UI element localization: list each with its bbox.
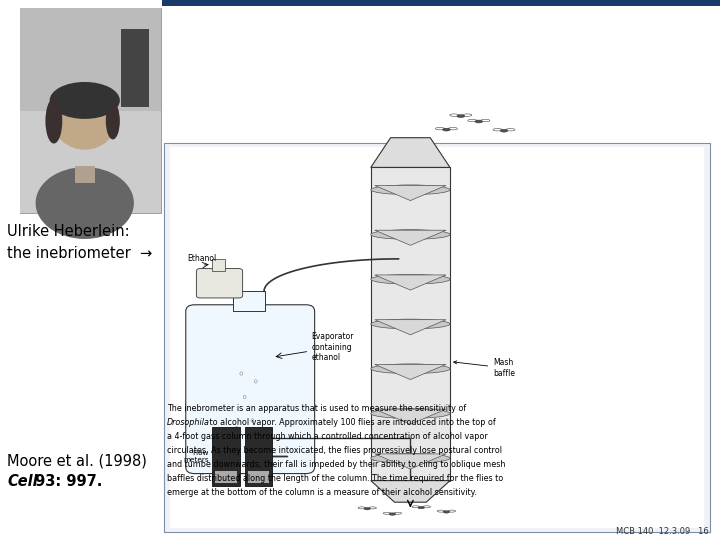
FancyBboxPatch shape [186, 305, 315, 474]
Text: Ulrike Heberlein:: Ulrike Heberlein: [7, 224, 130, 239]
Ellipse shape [418, 507, 425, 509]
Bar [248, 471, 269, 483]
Ellipse shape [390, 513, 396, 515]
Polygon shape [374, 320, 446, 335]
Bar [20, 8, 161, 213]
Ellipse shape [371, 409, 450, 419]
Ellipse shape [457, 114, 464, 118]
Ellipse shape [371, 454, 450, 463]
Bar [162, 0, 720, 6]
Text: Ethanol: Ethanol [187, 254, 217, 264]
Text: to alcohol vapor. Approximately 100 flies are introduced into the top of: to alcohol vapor. Approximately 100 flie… [207, 418, 495, 427]
Text: emerge at the bottom of the column is a measure of their alcohol sensitivity.: emerge at the bottom of the column is a … [167, 488, 477, 497]
Bar [245, 427, 272, 486]
Bar [170, 147, 704, 528]
Ellipse shape [371, 185, 450, 194]
Ellipse shape [364, 508, 371, 510]
Text: MCB 140  12.3.09   16: MCB 140 12.3.09 16 [616, 526, 709, 536]
Text: 93: 997.: 93: 997. [30, 474, 102, 489]
Polygon shape [374, 364, 446, 380]
Bar [20, 8, 161, 111]
Text: Moore et al. (1998): Moore et al. (1998) [7, 454, 147, 469]
Polygon shape [374, 409, 446, 424]
Text: Drosophila: Drosophila [167, 418, 210, 427]
Text: Evaporator
containing
ethanol: Evaporator containing ethanol [312, 332, 354, 362]
Text: Mash
baffle: Mash baffle [454, 358, 516, 377]
Polygon shape [371, 481, 450, 502]
Text: a 4-foot gass column through which a controlled concentration of alcohol vapor: a 4-foot gass column through which a con… [167, 432, 487, 441]
Ellipse shape [50, 82, 120, 119]
Ellipse shape [500, 129, 508, 132]
Ellipse shape [106, 103, 120, 139]
Text: and tumbe downwards; their fall is impeded by their ability to cling to oblique : and tumbe downwards; their fall is imped… [167, 460, 505, 469]
Text: Flow
meters: Flow meters [183, 450, 209, 463]
Bar [212, 259, 225, 271]
Ellipse shape [371, 274, 450, 284]
Text: circulates. As they become intoxicated, the flies progressively lose postural co: circulates. As they become intoxicated, … [167, 446, 502, 455]
Polygon shape [374, 454, 446, 469]
Ellipse shape [475, 120, 482, 123]
Ellipse shape [443, 511, 449, 513]
Bar [215, 471, 237, 483]
Ellipse shape [45, 98, 63, 144]
Text: Cell: Cell [7, 474, 38, 489]
Bar [20, 100, 161, 213]
Polygon shape [371, 138, 450, 167]
Bar [75, 166, 94, 183]
Polygon shape [374, 275, 446, 290]
Bar [121, 29, 149, 106]
Bar [212, 427, 240, 486]
Text: The inebrometer is an apparatus that is used to measure the sensitivity of: The inebrometer is an apparatus that is … [167, 404, 467, 413]
Ellipse shape [35, 167, 134, 239]
Ellipse shape [371, 319, 450, 329]
Bar [233, 291, 265, 311]
Ellipse shape [371, 230, 450, 239]
FancyBboxPatch shape [164, 143, 710, 532]
FancyBboxPatch shape [197, 268, 243, 298]
Text: baffles distributed along the length of the column. The time required for the fl: baffles distributed along the length of … [167, 474, 503, 483]
Polygon shape [374, 230, 446, 245]
Ellipse shape [443, 128, 450, 131]
Bar [371, 167, 450, 481]
Ellipse shape [53, 92, 117, 150]
Ellipse shape [371, 364, 450, 374]
Polygon shape [374, 185, 446, 200]
Text: the inebriometer  →: the inebriometer → [7, 246, 153, 261]
